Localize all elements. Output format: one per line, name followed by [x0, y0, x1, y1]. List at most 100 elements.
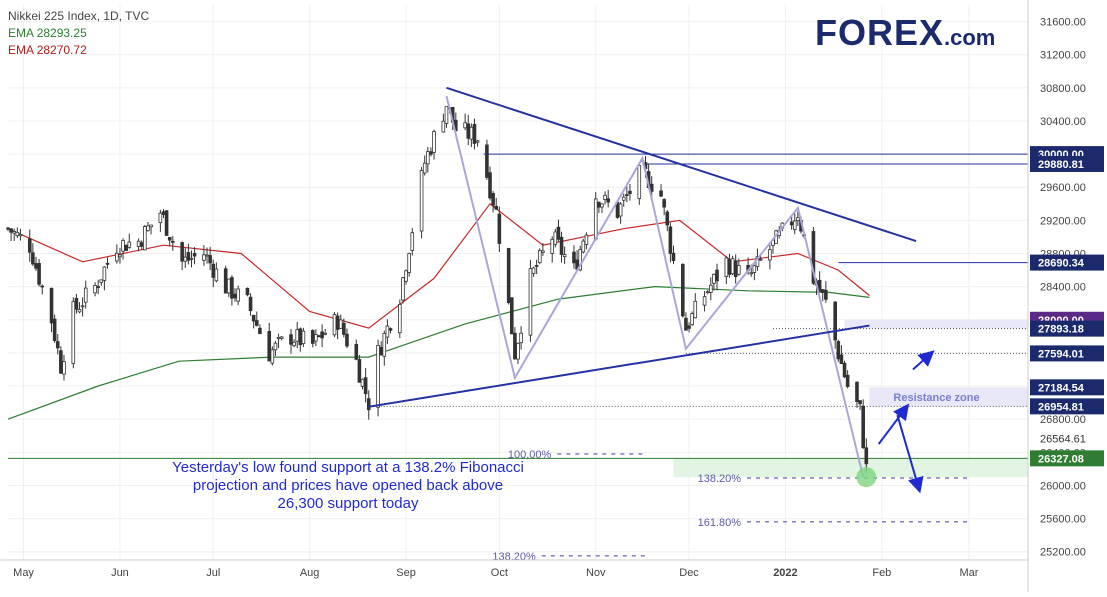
candle-body [202, 254, 206, 261]
candle-body [537, 250, 542, 263]
candle-body [276, 337, 281, 340]
price-tag [1030, 345, 1104, 362]
x-tick-label: Sep [396, 567, 416, 579]
candle-body [55, 341, 60, 349]
candle-body [671, 252, 676, 262]
candle-body [659, 190, 663, 197]
price-tag-label: 29880.81 [1038, 159, 1084, 171]
legend-title: Nikkei 225 Index, 1D, TVC [8, 9, 150, 23]
y-tick-label: 29600.00 [1040, 182, 1086, 194]
candle-body [233, 293, 237, 299]
candle-body [811, 231, 816, 284]
candle-body [289, 334, 293, 345]
fib-label: 161.80% [698, 517, 742, 529]
candle-body [205, 254, 209, 257]
candle-body [541, 250, 545, 253]
candle-body [864, 447, 869, 465]
candle-body [528, 268, 533, 336]
candle-body [127, 241, 132, 248]
brand-logo-name: FOREX [815, 12, 945, 53]
candle-body [31, 252, 35, 265]
direction-arrow [877, 403, 910, 445]
candle-body [248, 296, 253, 312]
candle-body [62, 361, 66, 375]
candle-body [171, 240, 175, 243]
candle-body [105, 262, 110, 265]
candle-body [158, 212, 163, 224]
candle-body [497, 213, 502, 244]
price-tag [1030, 155, 1104, 172]
fib-zigzag [445, 95, 865, 478]
candle-body [444, 106, 449, 124]
trendline [368, 324, 870, 408]
candle-body [183, 256, 188, 262]
legend-ema-slow: EMA 28270.72 [8, 42, 149, 59]
candle-body [621, 196, 626, 201]
candle-body [360, 378, 365, 387]
ema-fast-line [7, 202, 870, 329]
y-tick-label: 25200.00 [1040, 547, 1086, 559]
x-tick-label: Dec [679, 567, 699, 579]
candle-body [18, 234, 23, 237]
candle-body [40, 285, 45, 288]
candle-body [295, 329, 300, 342]
candle-body [382, 333, 387, 357]
candle-body [96, 286, 100, 288]
candle-body [709, 284, 713, 293]
candle-body [690, 313, 694, 326]
candle-body [702, 296, 707, 306]
candle-body [385, 325, 390, 338]
y-tick-label: 30800.00 [1040, 83, 1086, 95]
candle-body [597, 201, 601, 208]
zone-label: Resistance zone [893, 392, 979, 404]
candle-body [749, 272, 754, 275]
candle-body [301, 330, 306, 345]
candle-body [553, 231, 558, 245]
candle-body [214, 268, 219, 282]
candle-body [273, 342, 278, 351]
candle-body [693, 300, 698, 319]
candle-body [593, 198, 598, 240]
ema-slow-line [7, 285, 870, 420]
candle-body [124, 244, 128, 251]
candle-body [407, 253, 411, 273]
candle-body [77, 309, 82, 313]
candle-body [581, 240, 586, 253]
candle-body [136, 240, 141, 247]
candle-body [472, 123, 477, 144]
candle-body [267, 330, 272, 362]
candle-body [139, 242, 144, 247]
candle-body [736, 264, 741, 275]
chart-annotation: Yesterday's low found support at a 138.2… [172, 459, 524, 512]
candle-body [357, 359, 362, 383]
y-tick-label: 31600.00 [1040, 17, 1086, 29]
candle-body [345, 333, 349, 347]
candle-body [410, 232, 415, 251]
candle-body [649, 183, 654, 192]
candle-body [146, 225, 150, 232]
x-tick-label: 2022 [773, 567, 797, 579]
candle-body [317, 335, 321, 338]
x-tick-label: May [13, 567, 34, 579]
x-tick-label: Mar [959, 567, 978, 579]
candle-body [279, 336, 284, 339]
candle-body [820, 289, 825, 293]
candle-body [730, 258, 735, 275]
price-tag-label: 28690.34 [1038, 258, 1085, 270]
candle-body [506, 247, 511, 304]
candle-body [531, 267, 536, 274]
candle-body [118, 254, 122, 258]
x-tick-label: Oct [491, 567, 508, 579]
price-tag-label: 26327.08 [1038, 453, 1084, 465]
candle-body [469, 126, 474, 140]
zone-rect [869, 387, 1028, 407]
candle-body [208, 255, 212, 264]
candle-body [335, 315, 340, 330]
candle-body [404, 270, 408, 282]
legend-ema-fast-value: 28293.25 [36, 26, 87, 40]
trendline [446, 86, 917, 243]
candle-body [519, 332, 523, 344]
candle-body [836, 341, 841, 360]
candle-body [354, 344, 359, 360]
